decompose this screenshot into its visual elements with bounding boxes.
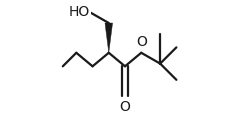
Text: O: O xyxy=(136,35,147,49)
Polygon shape xyxy=(105,23,112,53)
Text: HO: HO xyxy=(68,5,90,19)
Text: O: O xyxy=(120,100,130,114)
